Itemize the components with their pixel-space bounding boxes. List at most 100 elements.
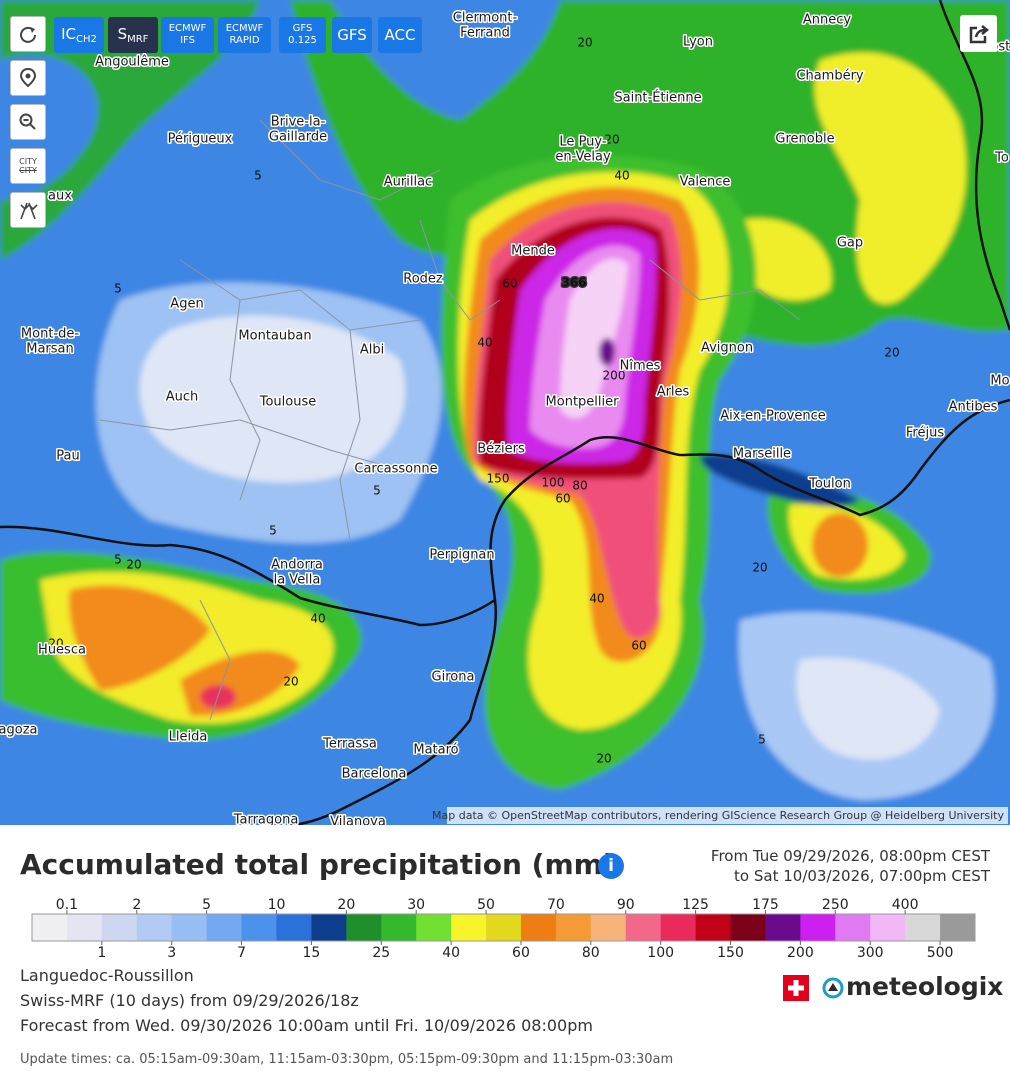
legend-swatch [765,914,801,941]
location-tool[interactable] [10,60,46,96]
model-button[interactable]: ICCH2 [54,17,104,53]
button-sub: MRF [127,34,149,45]
wind-tool[interactable] [10,192,46,228]
info-icon[interactable]: i [598,853,624,879]
legend-swatch [835,914,871,941]
refresh-tool[interactable] [10,16,46,52]
border-line [0,525,496,627]
legend-swatch [520,914,557,941]
legend-label: 10 [268,897,286,913]
city-labels: Angoulême Périgueux Brive-la-Gaillarde Auri… [0,9,1010,826]
city-label: Avignon [701,341,753,356]
period-from: From Tue 09/29/2026, 08:00pm CEST [710,847,990,865]
refresh-icon [20,26,36,43]
city-label: Grenoble [775,132,834,147]
model-button[interactable]: SMRF [108,17,158,53]
legend-label: 30 [407,897,425,913]
button-sub: CH2 [76,34,97,45]
contour-label: 40 [310,612,325,626]
legend-swatch [276,914,312,941]
contour-label: 80 [572,479,587,493]
city-label: To [994,151,1009,166]
contour-label: 5 [114,282,122,296]
legend-swatch [870,914,906,941]
legend-label: 125 [682,897,709,913]
model-button[interactable]: ACC [378,17,422,53]
legend-label: 15 [302,945,320,961]
city-label: Marseille [733,447,791,462]
city-label: Tarragona [233,813,299,826]
admin-lines [99,119,801,721]
city-label: Lleida [169,730,208,745]
pin-icon [19,67,37,88]
model-button[interactable]: ECMWF IFS [161,17,214,53]
city-tool[interactable]: CITY CITY [10,148,46,184]
attribution: Map data © OpenStreetMap contributors, r… [432,809,1004,822]
legend-swatch [800,914,836,941]
legend-label: 0.1 [56,897,78,913]
city-label: Vilanova [330,815,386,826]
title: Accumulated total precipitation (mm) [20,848,616,881]
contour-label: 20 [283,675,298,689]
city-label: Gap [837,236,863,251]
button-text: IFS [180,35,195,46]
city-label: Aurillac [384,175,432,190]
legend-swatch [940,914,976,941]
legend-label: 100 [647,945,674,961]
field-core [560,258,628,419]
city-label: Rodez [403,272,443,287]
contour-labels: 3666040200100608015040604020202020205555… [48,36,899,766]
city-label: Lyon [683,35,713,50]
button-row: ACC [385,26,416,44]
city-label: Toulon [808,477,851,492]
button-text: RAPID [229,35,260,46]
city-label: Montauban [238,329,311,344]
legend-label: 150 [717,945,744,961]
share-button[interactable] [960,15,997,52]
admin-line [649,259,801,321]
city-label: Annecy [803,13,852,28]
zoom-tool[interactable] [10,104,46,140]
city-label: Marsan [26,342,74,357]
field-purple [599,338,615,366]
model-button[interactable]: ECMWF RAPID [218,17,271,53]
city-icon-text: CITY [19,157,37,166]
admin-line [179,259,421,331]
legend-swatch [311,914,347,941]
button-text: 0.125 [288,35,317,46]
contour-label: 20 [48,637,63,651]
legend-label: 7 [237,945,246,961]
city-label: Albi [360,343,384,358]
logo-mark [822,977,844,999]
city-label: Girona [432,670,475,685]
model-run: Swiss-MRF (10 days) from 09/29/2026/18z [20,991,359,1010]
legend-swatch [241,914,277,941]
legend-swatch [101,914,138,941]
button-text: GFS [337,26,367,44]
model-button[interactable]: GFS 0.125 [279,17,326,53]
field-white [796,657,940,760]
city-label: Aix-en-Provence [720,409,826,424]
contour-label: 60 [502,277,517,291]
contour-label: 5 [254,169,262,183]
city-label: Mataró [413,743,458,758]
city-label: Mo [990,374,1009,389]
legend-swatch [381,914,417,941]
legend-swatch [451,914,487,941]
legend-label: 50 [477,897,495,913]
swiss-flag [783,975,809,1001]
legend-label: 80 [582,945,600,961]
contour-label: 20 [596,752,611,766]
city-label: Montpellier [546,395,620,410]
contour-label: 100 [542,476,565,490]
model-button[interactable]: GFS [332,17,372,53]
contour-label: 40 [477,336,492,350]
legend-label: 175 [752,897,779,913]
field-yellow [814,52,967,304]
button-text: GFS [292,23,313,34]
contour-label: 20 [577,36,592,50]
zoom-icon [19,113,36,130]
city-label: Arles [657,385,690,400]
field-yellow [740,218,832,301]
contour-label: 5 [373,484,381,498]
